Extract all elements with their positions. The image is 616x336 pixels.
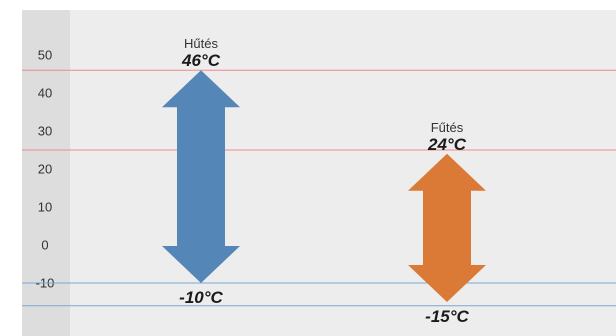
range-arrow-futes: Fűtés 24°C -15°C [408,120,486,326]
y-tick-label: 40 [38,86,52,101]
range-arrow-hutes: Hűtés 46°C -10°C [162,36,240,307]
plot-background [22,10,616,336]
double-arrow [408,153,486,302]
y-axis-ticks: 50 40 30 20 10 0 -10 [36,48,55,291]
y-tick-label: 0 [41,238,48,253]
max-value-label: 24°C [427,135,467,154]
range-name-label: Fűtés [431,120,464,135]
y-tick-label: 10 [38,200,52,215]
y-tick-label: 30 [38,124,52,139]
double-arrow [162,70,240,283]
range-name-label: Hűtés [184,36,218,51]
max-value-label: 46°C [181,51,221,70]
reference-lines [22,69,616,307]
min-value-label: -15°C [425,307,469,326]
y-tick-label: 20 [38,162,52,177]
y-axis-band [22,10,70,336]
min-value-label: -10°C [179,288,223,307]
y-tick-label: 50 [38,48,52,63]
